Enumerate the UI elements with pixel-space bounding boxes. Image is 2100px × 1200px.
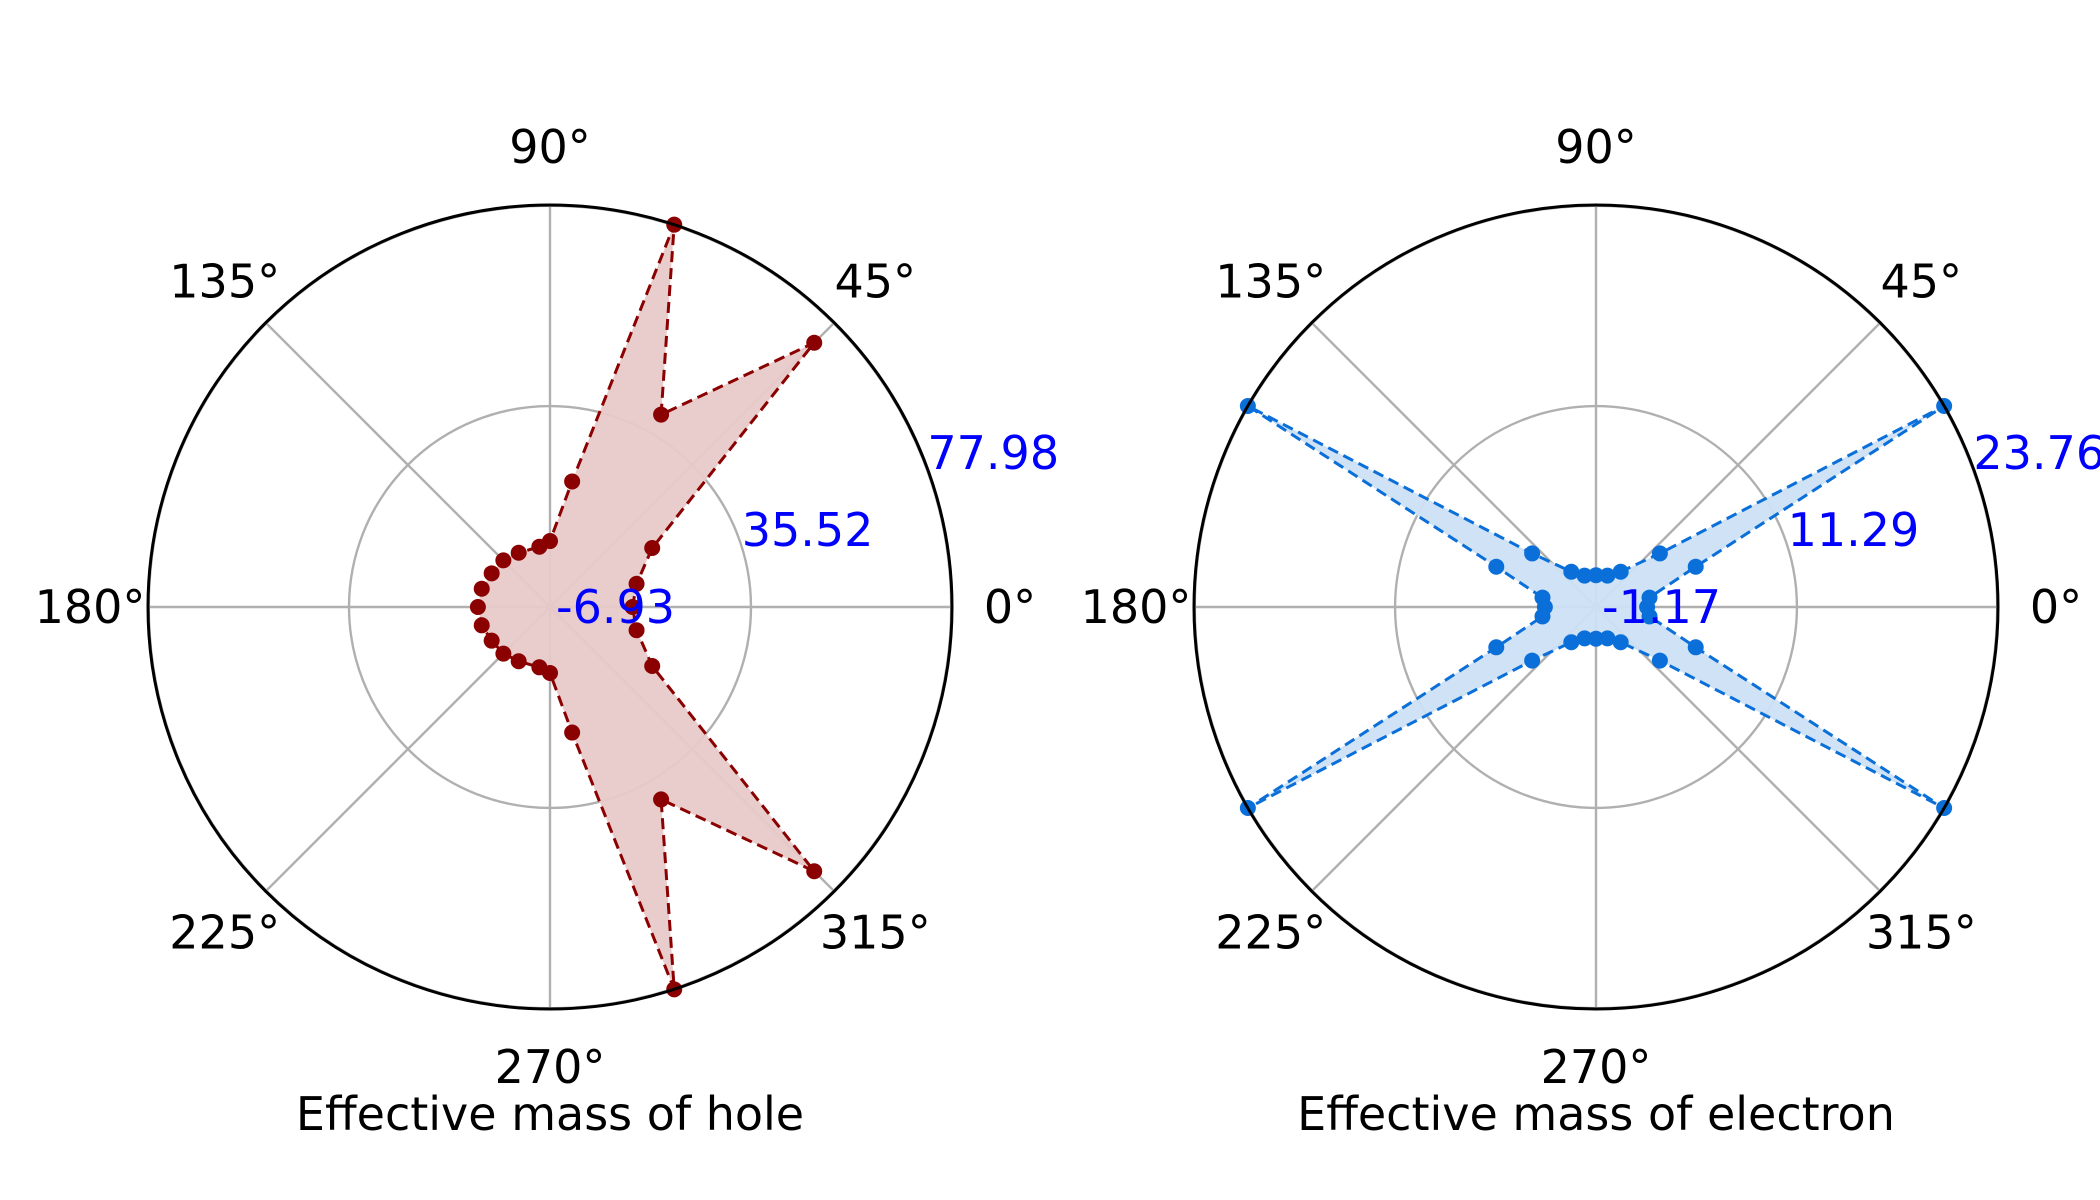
angle-tick-label: 0°: [984, 580, 1036, 634]
angle-tick-label: 90°: [1555, 120, 1637, 174]
data-point: [564, 724, 581, 741]
data-point: [483, 632, 500, 649]
radial-tick-label: 11.29: [1788, 503, 1920, 557]
data-point: [806, 863, 823, 880]
polar-chart-electron: 0° 45° 90° 135° 180° 225° 270° 315° -1.17 11.29 23…: [1081, 120, 2100, 1141]
series-fill: [1247, 406, 1945, 808]
data-point: [644, 658, 661, 675]
data-point: [1488, 558, 1505, 575]
radial-tick-label: 35.52: [742, 503, 874, 557]
radial-tick-label: 23.76: [1973, 426, 2100, 480]
data-point: [628, 622, 645, 639]
data-point: [1488, 639, 1505, 656]
angle-tick-label: 45°: [835, 255, 917, 309]
radial-tick-label: -6.93: [556, 580, 675, 634]
angle-tick-label: 90°: [509, 120, 591, 174]
angle-tick-label: 135°: [1215, 255, 1326, 309]
angle-tick-label: 225°: [169, 905, 280, 959]
data-point: [1576, 567, 1593, 584]
data-point: [542, 664, 558, 681]
data-point: [1563, 634, 1580, 651]
data-point: [806, 334, 823, 351]
data-point: [495, 645, 512, 662]
data-point: [1641, 589, 1658, 606]
polar-frame: [146, 203, 954, 1011]
angle-tick-label: 0°: [2030, 580, 2082, 634]
radial-gridline: [1393, 404, 1799, 810]
chart-xlabel: Effective mass of hole: [296, 1087, 804, 1141]
data-point: [531, 538, 548, 555]
data-point: [1612, 634, 1629, 651]
data-point: [469, 599, 486, 615]
angle-tick-label: 180°: [35, 580, 146, 634]
polar-chart-hole: 0° 45° 90° 135° 180° 225° 270° 315° -6.93 35.52 77…: [35, 120, 1060, 1141]
data-point: [1588, 567, 1604, 584]
data-point: [1524, 545, 1541, 562]
angle-tick-label: 135°: [169, 255, 280, 309]
angle-tick-label: 315°: [1866, 905, 1977, 959]
data-point: [1651, 652, 1668, 669]
data-point: [1599, 630, 1616, 647]
data-point: [653, 406, 670, 423]
angle-tick-label: 270°: [495, 1040, 606, 1094]
data-point: [1576, 630, 1593, 647]
data-point: [495, 552, 512, 569]
radial-tick-label: 77.98: [927, 426, 1059, 480]
data-point: [1687, 639, 1704, 656]
data-point: [1599, 567, 1616, 584]
chart-xlabel: Effective mass of electron: [1297, 1087, 1895, 1141]
angle-tick-label: 225°: [1215, 905, 1326, 959]
data-point: [473, 580, 490, 597]
data-point: [564, 473, 581, 490]
data-point: [1687, 558, 1704, 575]
series-fill: [477, 224, 815, 990]
angle-tick-label: 315°: [820, 905, 931, 959]
data-point: [510, 653, 527, 670]
data-point: [1534, 608, 1551, 625]
data-point: [653, 791, 670, 808]
angle-tick-label: 270°: [1541, 1040, 1652, 1094]
data-point: [483, 565, 500, 582]
data-point: [510, 544, 527, 561]
radial-tick-label: -1.17: [1602, 580, 1721, 634]
polar-frame: [1192, 203, 2000, 1011]
angle-tick-label: 45°: [1881, 255, 1963, 309]
data-point: [628, 575, 645, 592]
data-point: [1524, 652, 1541, 669]
data-point: [624, 599, 641, 615]
data-point: [1641, 608, 1658, 625]
data-point: [473, 617, 490, 634]
data-point: [644, 539, 661, 556]
data-point: [1563, 563, 1580, 580]
radial-gridline: [347, 404, 753, 810]
data-point: [1651, 545, 1668, 562]
angle-tick-label: 180°: [1081, 580, 1192, 634]
data-point: [1612, 563, 1629, 580]
data-point: [1588, 630, 1604, 647]
